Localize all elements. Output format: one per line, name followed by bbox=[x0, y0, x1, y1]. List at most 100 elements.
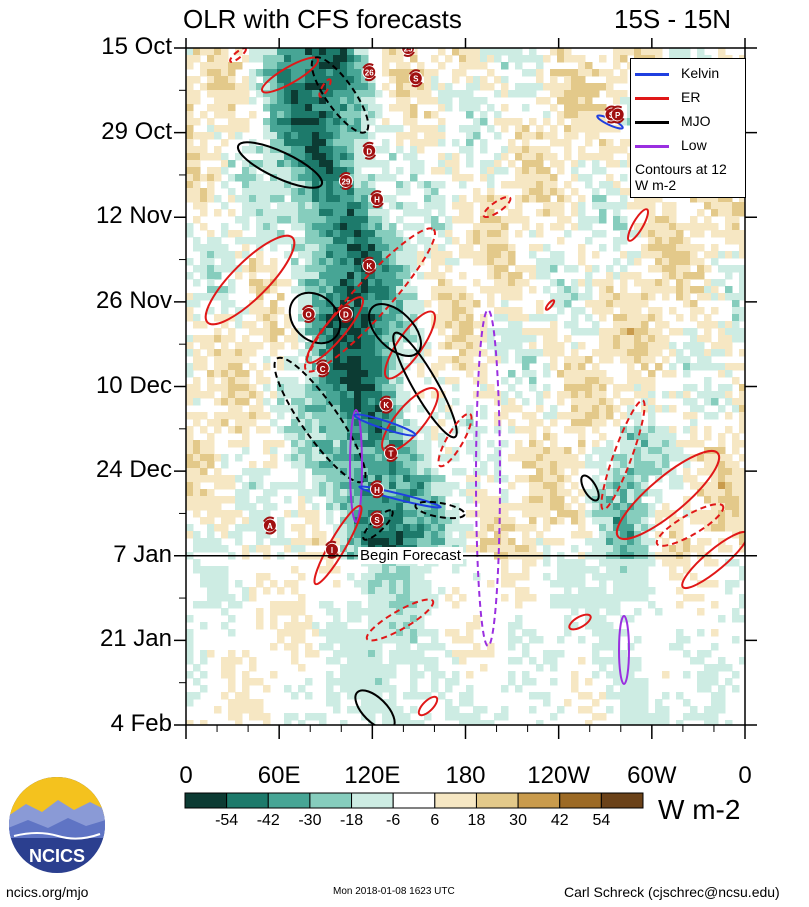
wave-contour bbox=[615, 450, 721, 540]
x-tick-label: 180 bbox=[445, 762, 486, 789]
begin-forecast-label: Begin Forecast bbox=[358, 547, 463, 564]
wave-contour bbox=[354, 689, 396, 725]
x-tick-label: 60W bbox=[627, 762, 677, 789]
storm-label: 25 bbox=[404, 45, 413, 54]
colorbar-label: -6 bbox=[386, 812, 401, 829]
wave-contours bbox=[204, 48, 745, 725]
wave-contour bbox=[358, 485, 442, 509]
colorbar-swatch bbox=[475, 792, 519, 809]
legend-swatch-kelvin bbox=[635, 72, 669, 76]
wave-contour bbox=[304, 227, 436, 373]
storm-label: K bbox=[383, 401, 389, 410]
storm-marker: C bbox=[315, 359, 330, 378]
wave-contour bbox=[600, 399, 646, 511]
storm-marker: K bbox=[379, 395, 394, 414]
colorbar-swatch bbox=[434, 792, 477, 809]
storm-label: D bbox=[366, 147, 372, 156]
storm-label: O bbox=[306, 310, 312, 319]
x-tick-label: 60E bbox=[257, 762, 301, 789]
wave-contour bbox=[273, 356, 367, 484]
ncics-logo: NCICS bbox=[9, 777, 105, 873]
y-tick-label: 4 Feb bbox=[110, 710, 172, 737]
storm-marker: O bbox=[301, 304, 316, 323]
storm-label: H bbox=[374, 196, 380, 205]
colorbar-swatch bbox=[600, 792, 644, 809]
chart-region: 15S - 15N bbox=[614, 4, 732, 34]
storm-label: I bbox=[331, 546, 333, 555]
wave-contour bbox=[482, 195, 512, 219]
storm-label: 29 bbox=[341, 177, 350, 186]
storm-label: S bbox=[374, 516, 380, 525]
wave-contour bbox=[288, 291, 342, 345]
y-tick-label: 21 Jan bbox=[99, 625, 172, 653]
colorbar-label: -54 bbox=[215, 812, 239, 829]
y-tick-label: 10 Dec bbox=[95, 371, 172, 399]
storm-markers: S2526D29HKODCKTHASISP bbox=[262, 45, 625, 559]
storm-marker: 29 bbox=[338, 171, 353, 190]
colorbar-label: 6 bbox=[430, 812, 440, 829]
colorbar-swatch bbox=[309, 792, 353, 809]
legend: Kelvin ER MJO Low Contours at 12 W m-2 bbox=[630, 58, 746, 198]
storm-marker: S bbox=[408, 69, 423, 88]
wave-contour bbox=[580, 474, 600, 502]
legend-swatch-er bbox=[635, 96, 669, 100]
storm-marker: S bbox=[369, 510, 384, 529]
wave-contour bbox=[305, 296, 365, 364]
storm-label: D bbox=[343, 310, 349, 319]
colorbar-swatch bbox=[267, 792, 311, 809]
legend-note: Contours at 12 W m-2 bbox=[635, 161, 727, 193]
colorbar-units: W m-2 bbox=[658, 794, 741, 825]
y-tick-label: 24 Dec bbox=[95, 456, 172, 484]
wave-contour bbox=[318, 78, 332, 98]
wave-contour bbox=[349, 409, 363, 523]
storm-label: A bbox=[267, 522, 273, 531]
y-tick-label: 12 Nov bbox=[95, 202, 172, 230]
storm-marker: D bbox=[362, 141, 377, 160]
wave-contour bbox=[204, 234, 296, 326]
y-tick-label: 26 Nov bbox=[95, 286, 172, 314]
wave-contour bbox=[310, 56, 370, 134]
legend-item-kelvin: Kelvin bbox=[635, 65, 719, 81]
colorbar-label: -30 bbox=[298, 812, 322, 829]
wave-contour bbox=[544, 299, 556, 311]
footer-timestamp: Mon 2018-01-08 1623 UTC bbox=[333, 886, 455, 897]
storm-marker: H bbox=[369, 480, 384, 499]
wave-contour bbox=[384, 310, 436, 380]
wave-contour bbox=[568, 613, 592, 631]
wave-contour bbox=[353, 413, 417, 437]
legend-item-er: ER bbox=[635, 89, 700, 105]
wave-contour bbox=[475, 309, 501, 647]
colorbar-swatch bbox=[559, 792, 602, 809]
colorbar-label: 54 bbox=[592, 812, 611, 829]
legend-swatch-mjo bbox=[635, 120, 669, 124]
storm-label: K bbox=[366, 262, 372, 271]
colorbar-label: 30 bbox=[509, 812, 527, 829]
wave-contour bbox=[392, 331, 458, 439]
colorbar bbox=[184, 792, 644, 809]
x-tick-label: 0 bbox=[738, 762, 752, 789]
storm-marker: H bbox=[369, 190, 384, 209]
storm-label: T bbox=[389, 449, 394, 458]
colorbar-swatch bbox=[184, 792, 228, 809]
colorbar-label: -42 bbox=[256, 812, 280, 829]
wave-contour bbox=[365, 598, 435, 642]
wave-contour bbox=[681, 530, 745, 590]
storm-marker: P bbox=[610, 105, 625, 124]
colorbar-label: 18 bbox=[467, 812, 486, 829]
colorbar-swatch bbox=[351, 792, 394, 809]
storm-label: 26 bbox=[365, 69, 374, 78]
wave-contour bbox=[437, 412, 473, 468]
legend-swatch-low bbox=[635, 144, 669, 148]
colorbar-swatch bbox=[392, 792, 436, 809]
storm-marker: 25 bbox=[401, 45, 416, 57]
wave-contour bbox=[627, 208, 649, 242]
wave-contour bbox=[381, 387, 439, 453]
storm-marker: D bbox=[338, 304, 353, 323]
storm-marker: 26 bbox=[362, 63, 377, 82]
y-tick-label: 15 Oct bbox=[101, 33, 172, 60]
colorbar-swatch bbox=[226, 792, 269, 809]
storm-marker: T bbox=[383, 444, 398, 462]
logo-text: NCICS bbox=[29, 846, 85, 866]
wave-contour bbox=[261, 56, 319, 94]
